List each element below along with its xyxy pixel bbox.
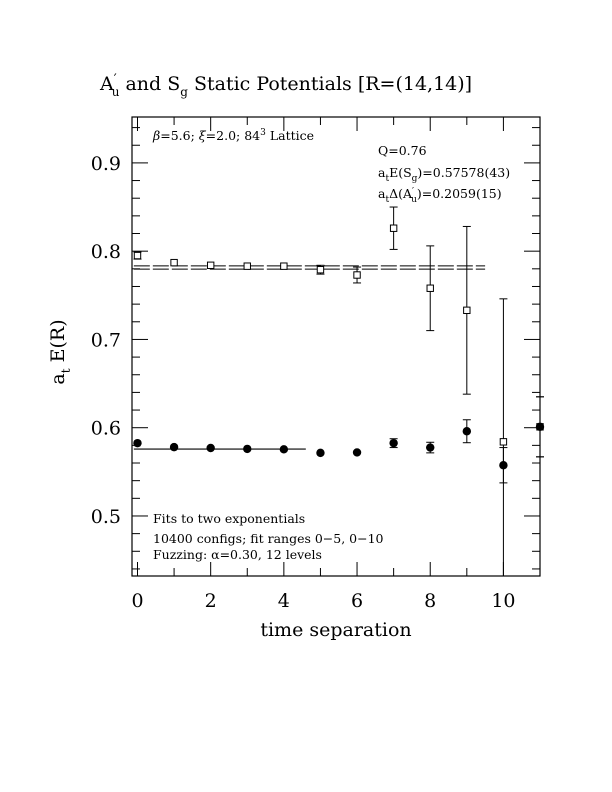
title-mid: and S: [119, 73, 180, 95]
data-point-square: [243, 262, 251, 270]
annotation-sup: 3: [260, 128, 266, 138]
annotation-lattice-tail: Lattice: [266, 128, 314, 143]
y-axis-label-a: a: [47, 373, 69, 384]
annotation-fit-note-2: 10400 configs; fit ranges 0−5, 0−10: [153, 531, 384, 546]
data-point-square: [353, 271, 361, 279]
title-prefix-sub: u: [112, 85, 120, 99]
data-point-circle: [279, 445, 289, 454]
data-point-circle: [169, 442, 179, 452]
y-tick-label: 0.6: [91, 418, 121, 440]
annotation-fit-q: Q=0.76: [378, 143, 427, 158]
data-point-circle: [499, 461, 508, 470]
y-axis-label-rest: E(R): [47, 319, 69, 368]
energy-tail: )=0.57578(43): [417, 165, 510, 180]
data-point-square: [280, 262, 288, 270]
energy-mid: E(S: [389, 165, 412, 180]
data-point-square: [133, 251, 142, 260]
data-point-circle: [535, 422, 545, 432]
energy-sub-g: g: [412, 174, 418, 184]
data-point-square: [316, 266, 325, 274]
x-tick-label: 8: [424, 590, 436, 612]
title-mid-sub: g: [180, 85, 188, 99]
energy-a: a: [378, 165, 386, 180]
x-tick-label: 10: [491, 590, 515, 612]
y-tick-label: 0.9: [91, 153, 121, 175]
x-tick-label: 6: [351, 590, 363, 612]
title-prefix-prime: ′: [114, 72, 117, 87]
data-point-square: [463, 306, 471, 315]
annotation-xi: ξ: [199, 128, 207, 143]
data-point-square: [499, 438, 508, 446]
annotation-fit-note-3: Fuzzing: α=0.30, 12 levels: [153, 547, 322, 562]
data-point-circle: [206, 443, 215, 453]
data-point-circle: [426, 443, 435, 452]
delta-a: a: [378, 186, 386, 201]
energy-sub-t: t: [385, 174, 389, 184]
plot-frame: [131, 116, 541, 577]
data-point-square: [426, 284, 434, 292]
title-prefix: A: [99, 73, 114, 95]
chart-title: A′ u and Sg Static Potentials [R=(14,14)]: [99, 72, 472, 99]
data-point-circle: [133, 438, 142, 448]
fit-lines: [133, 265, 486, 450]
data-point-circle: [243, 444, 252, 454]
data-point-circle: [316, 448, 325, 458]
y-tick-label: 0.7: [91, 329, 121, 351]
delta-mid: Δ(A: [389, 186, 413, 201]
y-axis-label-sub: t: [59, 368, 73, 373]
axis-tick-labels: 0 2 4 6 8 10 0.5 0.6 0.7 0.8 0.9: [91, 153, 516, 612]
data-point-circle: [352, 448, 362, 457]
delta-prime: ′: [412, 187, 414, 197]
delta-sub-t: t: [385, 195, 389, 205]
title-suffix: Static Potentials [R=(14,14)]: [188, 73, 472, 95]
annotation-beta-val: =5.6;: [160, 128, 199, 143]
data-marks: [133, 206, 545, 576]
data-point-square: [389, 224, 398, 232]
annotation-lattice: β=5.6; ξ=2.0; 843 Lattice: [152, 128, 314, 143]
annotation-delta-au: atΔ(A′ u)=0.2059(15): [378, 186, 502, 205]
delta-sub-u: u: [411, 195, 417, 205]
annotation-energy-sg: atE(Sg)=0.57578(43): [378, 165, 510, 184]
y-tick-label: 0.8: [91, 241, 121, 263]
axis-ticks: [132, 117, 541, 576]
x-axis-label: time separation: [260, 619, 411, 641]
annotation-xi-val: =2.0; 84: [206, 128, 260, 143]
data-point-square: [206, 261, 215, 269]
data-point-circle: [462, 427, 472, 436]
data-point-square: [170, 258, 178, 267]
x-tick-label: 2: [205, 590, 217, 612]
data-point-circle: [389, 438, 398, 448]
y-axis-label: at E(R): [47, 319, 73, 384]
annotation-beta: β: [152, 128, 160, 143]
y-tick-label: 0.5: [91, 506, 121, 528]
x-tick-label: 4: [278, 590, 290, 612]
annotation-fit-note-1: Fits to two exponentials: [153, 511, 305, 526]
x-tick-label: 0: [131, 590, 143, 612]
delta-tail: )=0.2059(15): [417, 186, 502, 201]
